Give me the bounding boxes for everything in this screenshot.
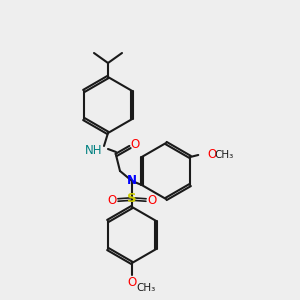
- Text: O: O: [130, 139, 140, 152]
- Text: O: O: [208, 148, 217, 161]
- Text: NH: NH: [85, 145, 103, 158]
- Text: O: O: [107, 194, 117, 206]
- Text: CH₃: CH₃: [214, 150, 234, 160]
- Text: S: S: [127, 193, 137, 206]
- Text: O: O: [128, 277, 136, 290]
- Text: CH₃: CH₃: [136, 283, 156, 293]
- Text: N: N: [127, 175, 137, 188]
- Text: O: O: [147, 194, 157, 206]
